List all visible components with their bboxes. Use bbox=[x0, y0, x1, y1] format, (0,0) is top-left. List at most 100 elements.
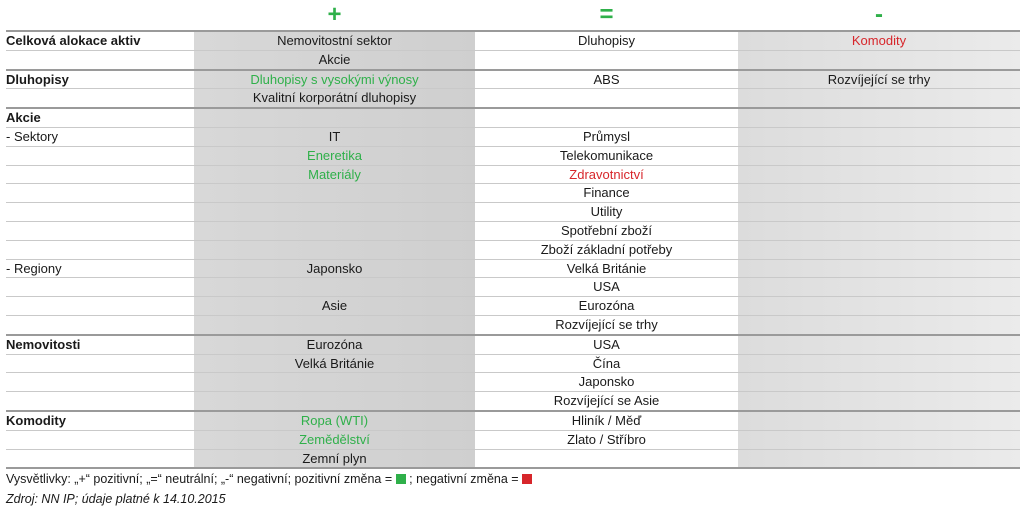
positive-cell: Eurozóna bbox=[194, 333, 475, 355]
negative-cell: Komodity bbox=[738, 29, 1020, 51]
neutral-cell: Eurozóna bbox=[475, 296, 738, 316]
positive-cell: Akcie bbox=[194, 50, 475, 71]
positive-cell: Ropa (WTI) bbox=[194, 409, 475, 431]
neutral-cell: Japonsko bbox=[475, 372, 738, 393]
positive-cell: Dluhopisy s vysokými výnosy bbox=[194, 68, 475, 90]
negative-cell bbox=[738, 240, 1020, 260]
row-label-cell bbox=[6, 372, 194, 393]
negative-cell bbox=[738, 202, 1020, 222]
positive-cell: Eneretika bbox=[194, 146, 475, 166]
neutral-cell: Hliník / Měď bbox=[475, 409, 738, 431]
row-label-cell bbox=[6, 315, 194, 336]
row-label-cell: - Regiony bbox=[6, 259, 194, 279]
negative-cell bbox=[738, 277, 1020, 298]
table-row: Zemědělství Zlato / Stříbro bbox=[6, 430, 1020, 450]
legend-text-2: ; negativní změna = bbox=[409, 472, 519, 486]
neutral-cell: Rozvíjející se Asie bbox=[475, 391, 738, 412]
neutral-cell: Průmysl bbox=[475, 127, 738, 147]
table-row: Kvalitní korporátní dluhopisy bbox=[6, 88, 1020, 109]
negative-cell bbox=[738, 354, 1020, 374]
neutral-cell bbox=[475, 449, 738, 470]
table-row: Rozvíjející se trhy bbox=[6, 315, 1020, 336]
neutral-cell: Čína bbox=[475, 354, 738, 374]
negative-change-swatch bbox=[522, 474, 533, 484]
positive-cell: Zemědělství bbox=[194, 430, 475, 450]
neutral-cell: Zlato / Stříbro bbox=[475, 430, 738, 450]
positive-cell: Nemovitostní sektor bbox=[194, 29, 475, 51]
row-label-cell bbox=[6, 354, 194, 374]
legend-text: Vysvětlivky: „+“ pozitivní; „=“ neutráln… bbox=[6, 472, 393, 486]
positive-cell bbox=[194, 240, 475, 260]
neutral-cell bbox=[475, 50, 738, 71]
negative-cell bbox=[738, 107, 1020, 128]
neutral-cell: Finance bbox=[475, 183, 738, 204]
positive-cell bbox=[194, 391, 475, 412]
neutral-cell: Zdravotnictví bbox=[475, 165, 738, 185]
table-row: - Regiony Japonsko Velká Británie bbox=[6, 259, 1020, 279]
positive-cell bbox=[194, 277, 475, 298]
allocation-table: Celková alokace aktiv Nemovitostní sektor… bbox=[6, 29, 1020, 470]
neutral-cell bbox=[475, 107, 738, 128]
negative-cell bbox=[738, 372, 1020, 393]
neutral-cell: USA bbox=[475, 333, 738, 355]
table-row: Zemní plyn bbox=[6, 449, 1020, 470]
negative-cell bbox=[738, 183, 1020, 204]
neutral-cell: Telekomunikace bbox=[475, 146, 738, 166]
positive-cell bbox=[194, 372, 475, 393]
table-row: Zboží základní potřeby bbox=[6, 240, 1020, 260]
legend: Vysvětlivky: „+“ pozitivní; „=“ neutráln… bbox=[6, 472, 533, 486]
row-label-cell bbox=[6, 391, 194, 412]
positive-change-swatch bbox=[395, 474, 406, 484]
table-row: Materiály Zdravotnictví bbox=[6, 165, 1020, 185]
row-label-cell bbox=[6, 202, 194, 222]
row-label-cell: Komodity bbox=[6, 409, 194, 431]
row-label-cell: Celková alokace aktiv bbox=[6, 29, 194, 51]
row-label-cell bbox=[6, 146, 194, 166]
positive-symbol: + bbox=[327, 1, 342, 28]
positive-cell bbox=[194, 107, 475, 128]
table-row: Spotřební zboží bbox=[6, 221, 1020, 241]
stance-symbols-row: + = - bbox=[0, 0, 1024, 30]
negative-cell bbox=[738, 127, 1020, 147]
table-row: - Sektory IT Průmysl bbox=[6, 127, 1020, 147]
positive-cell bbox=[194, 315, 475, 336]
row-label-cell bbox=[6, 240, 194, 260]
row-label-cell: Nemovitosti bbox=[6, 333, 194, 355]
neutral-cell: Dluhopisy bbox=[475, 29, 738, 51]
table-row: Celková alokace aktiv Nemovitostní sektor… bbox=[6, 29, 1020, 51]
row-label-cell bbox=[6, 277, 194, 298]
negative-cell bbox=[738, 259, 1020, 279]
neutral-cell: Utility bbox=[475, 202, 738, 222]
negative-cell bbox=[738, 88, 1020, 109]
positive-cell bbox=[194, 183, 475, 204]
negative-cell bbox=[738, 146, 1020, 166]
row-label-cell bbox=[6, 430, 194, 450]
positive-cell: Zemní plyn bbox=[194, 449, 475, 470]
negative-cell bbox=[738, 333, 1020, 355]
row-label-cell bbox=[6, 449, 194, 470]
table-row: Akcie bbox=[6, 50, 1020, 71]
neutral-cell: Rozvíjející se trhy bbox=[475, 315, 738, 336]
row-label-cell: Dluhopisy bbox=[6, 68, 194, 90]
row-label-cell bbox=[6, 296, 194, 316]
allocation-table-body: Celková alokace aktiv Nemovitostní sektor… bbox=[6, 29, 1020, 470]
table-row: Finance bbox=[6, 183, 1020, 204]
table-row: Eneretika Telekomunikace bbox=[6, 146, 1020, 166]
row-label-cell: Akcie bbox=[6, 107, 194, 128]
negative-cell bbox=[738, 296, 1020, 316]
neutral-cell: Spotřební zboží bbox=[475, 221, 738, 241]
positive-cell: Velká Británie bbox=[194, 354, 475, 374]
row-label-cell bbox=[6, 183, 194, 204]
row-label-cell bbox=[6, 221, 194, 241]
table-row: Komodity Ropa (WTI) Hliník / Měď bbox=[6, 409, 1020, 431]
neutral-cell: ABS bbox=[475, 68, 738, 90]
negative-cell bbox=[738, 409, 1020, 431]
table-row: Rozvíjející se Asie bbox=[6, 391, 1020, 412]
row-label-cell: - Sektory bbox=[6, 127, 194, 147]
negative-cell bbox=[738, 50, 1020, 71]
table-row: USA bbox=[6, 277, 1020, 298]
negative-cell bbox=[738, 391, 1020, 412]
negative-cell bbox=[738, 430, 1020, 450]
row-label-cell bbox=[6, 165, 194, 185]
